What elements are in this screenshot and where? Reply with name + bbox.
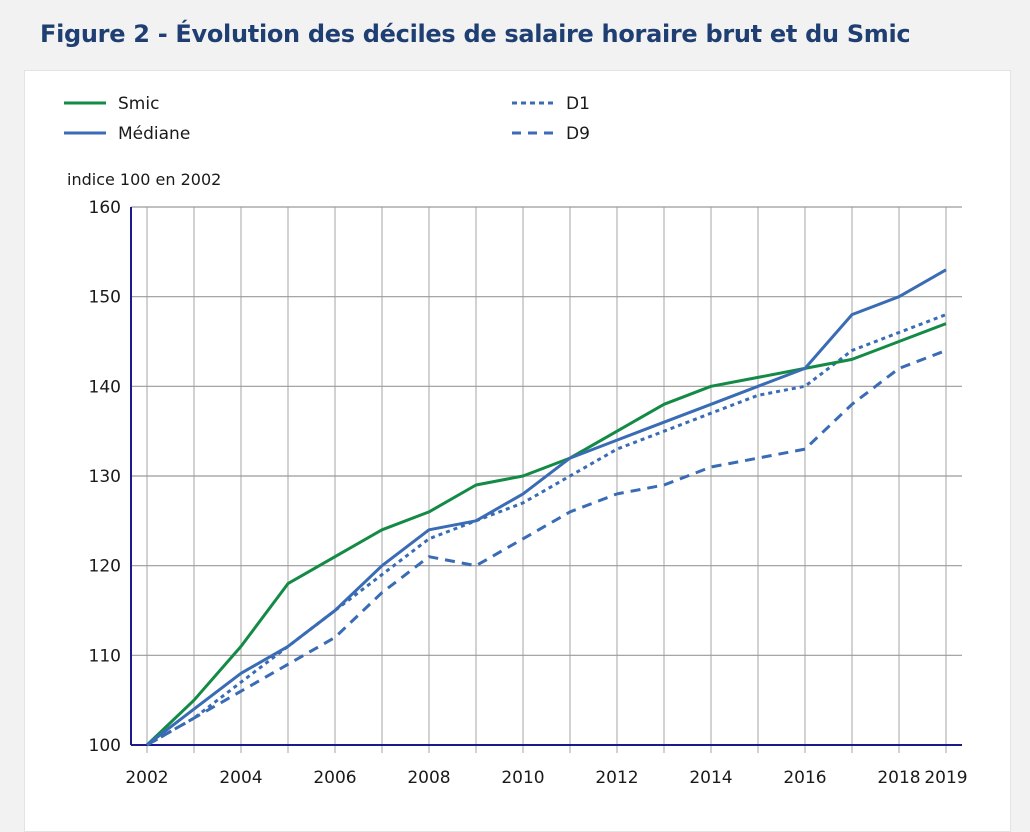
x-tick-label: 2010: [501, 768, 544, 788]
y-tick-label: 150: [89, 288, 121, 308]
axes: 100 110 120 130 140 150 160 2002 2004 2006 2008 201…: [89, 198, 968, 788]
x-tick-label: 2018: [877, 768, 920, 788]
y-axis-unit-label: indice 100 en 2002: [67, 170, 221, 189]
y-tick-label: 160: [89, 198, 121, 218]
series-line-d1: [146, 313, 947, 747]
legend-label: D1: [566, 94, 590, 114]
legend-label: D9: [566, 124, 590, 144]
figure-title: Figure 2 - Évolution des déciles de sala…: [40, 20, 911, 48]
series-line-d9: [146, 349, 947, 747]
series-line-smic: [145, 322, 947, 747]
legend-label: Médiane: [118, 124, 190, 144]
y-tick-label: 110: [89, 646, 121, 666]
x-tick-label: 2008: [407, 768, 450, 788]
x-tick-label: 2019: [924, 768, 967, 788]
x-tick-label: 2012: [595, 768, 638, 788]
x-tick-label: 2004: [219, 768, 262, 788]
grid: [131, 206, 962, 753]
x-tick-label: 2002: [125, 768, 168, 788]
y-tick-label: 100: [89, 736, 121, 756]
legend-label: Smic: [118, 94, 159, 114]
x-tick-label: 2016: [783, 768, 826, 788]
series-line-mediane: [146, 268, 947, 747]
y-tick-label: 130: [89, 467, 121, 487]
y-tick-label: 140: [89, 377, 121, 397]
x-tick-label: 2014: [689, 768, 732, 788]
line-chart: 100 110 120 130 140 150 160 2002 2004 2006 2008 201…: [64, 94, 968, 788]
series-group: [145, 268, 947, 747]
y-tick-label: 120: [89, 557, 121, 577]
x-tick-label: 2006: [313, 768, 356, 788]
legend: Smic Médiane D1 D9: [64, 94, 590, 144]
